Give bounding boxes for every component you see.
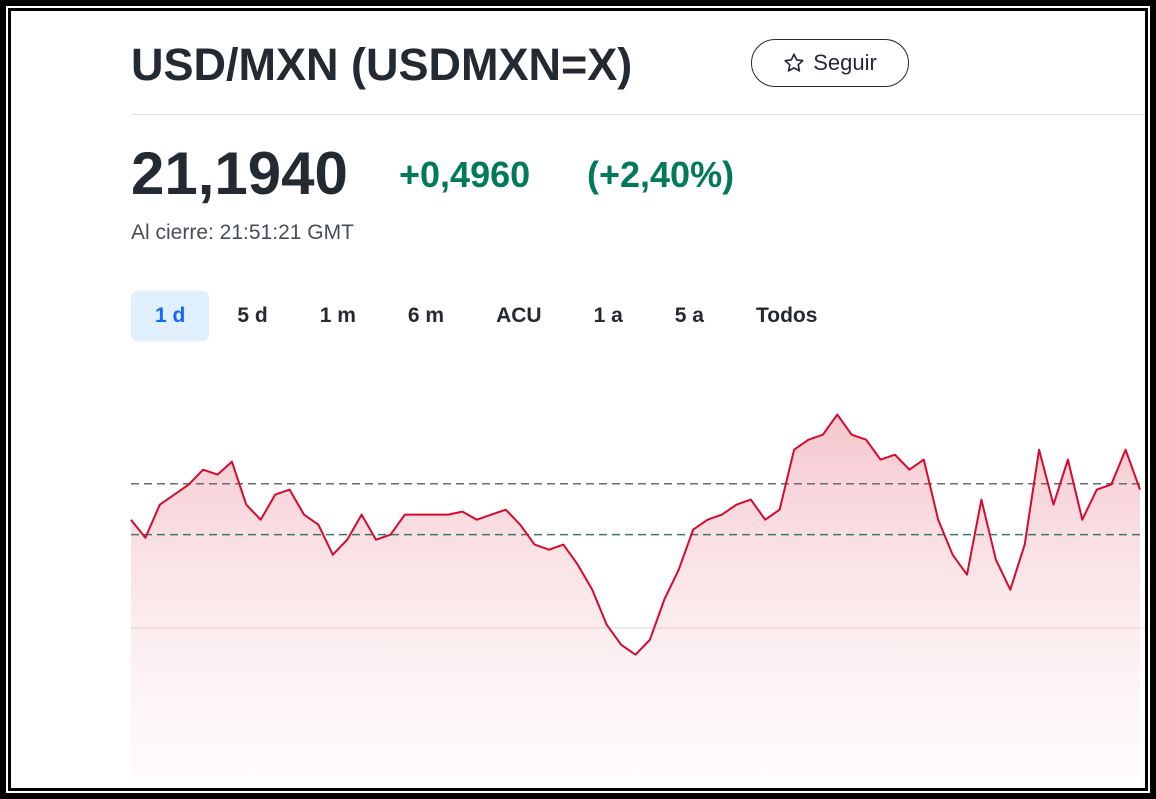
follow-label: Seguir [813,50,877,75]
chart [130,413,1145,775]
range-tab[interactable]: ACU [472,291,566,341]
range-tab[interactable]: 1 d [131,291,210,341]
range-tab[interactable]: 1 m [296,291,380,341]
price: 21,1940 [131,140,348,207]
price-line [130,413,1141,656]
follow-button[interactable]: Seguir [751,39,909,87]
range-tab[interactable]: 5 d [213,291,291,341]
quote-panel: USD/MXN (USDMXN=X) Seguir 21,1940 +0,496… [8,8,1148,791]
range-tab[interactable]: 5 a [651,291,728,341]
change: +0,4960 [399,154,531,195]
change-percent: (+2,40%) [587,154,735,195]
range-tab[interactable]: Todos [732,291,841,341]
range-tab[interactable]: 1 a [570,291,647,341]
area-fill [131,414,1140,775]
title: USD/MXN (USDMXN=X) [131,39,633,90]
star-icon [784,53,804,72]
market-status: Al cierre: 21:51:21 GMT [131,221,354,244]
separator [131,114,1145,115]
range-tab[interactable]: 6 m [384,291,468,341]
